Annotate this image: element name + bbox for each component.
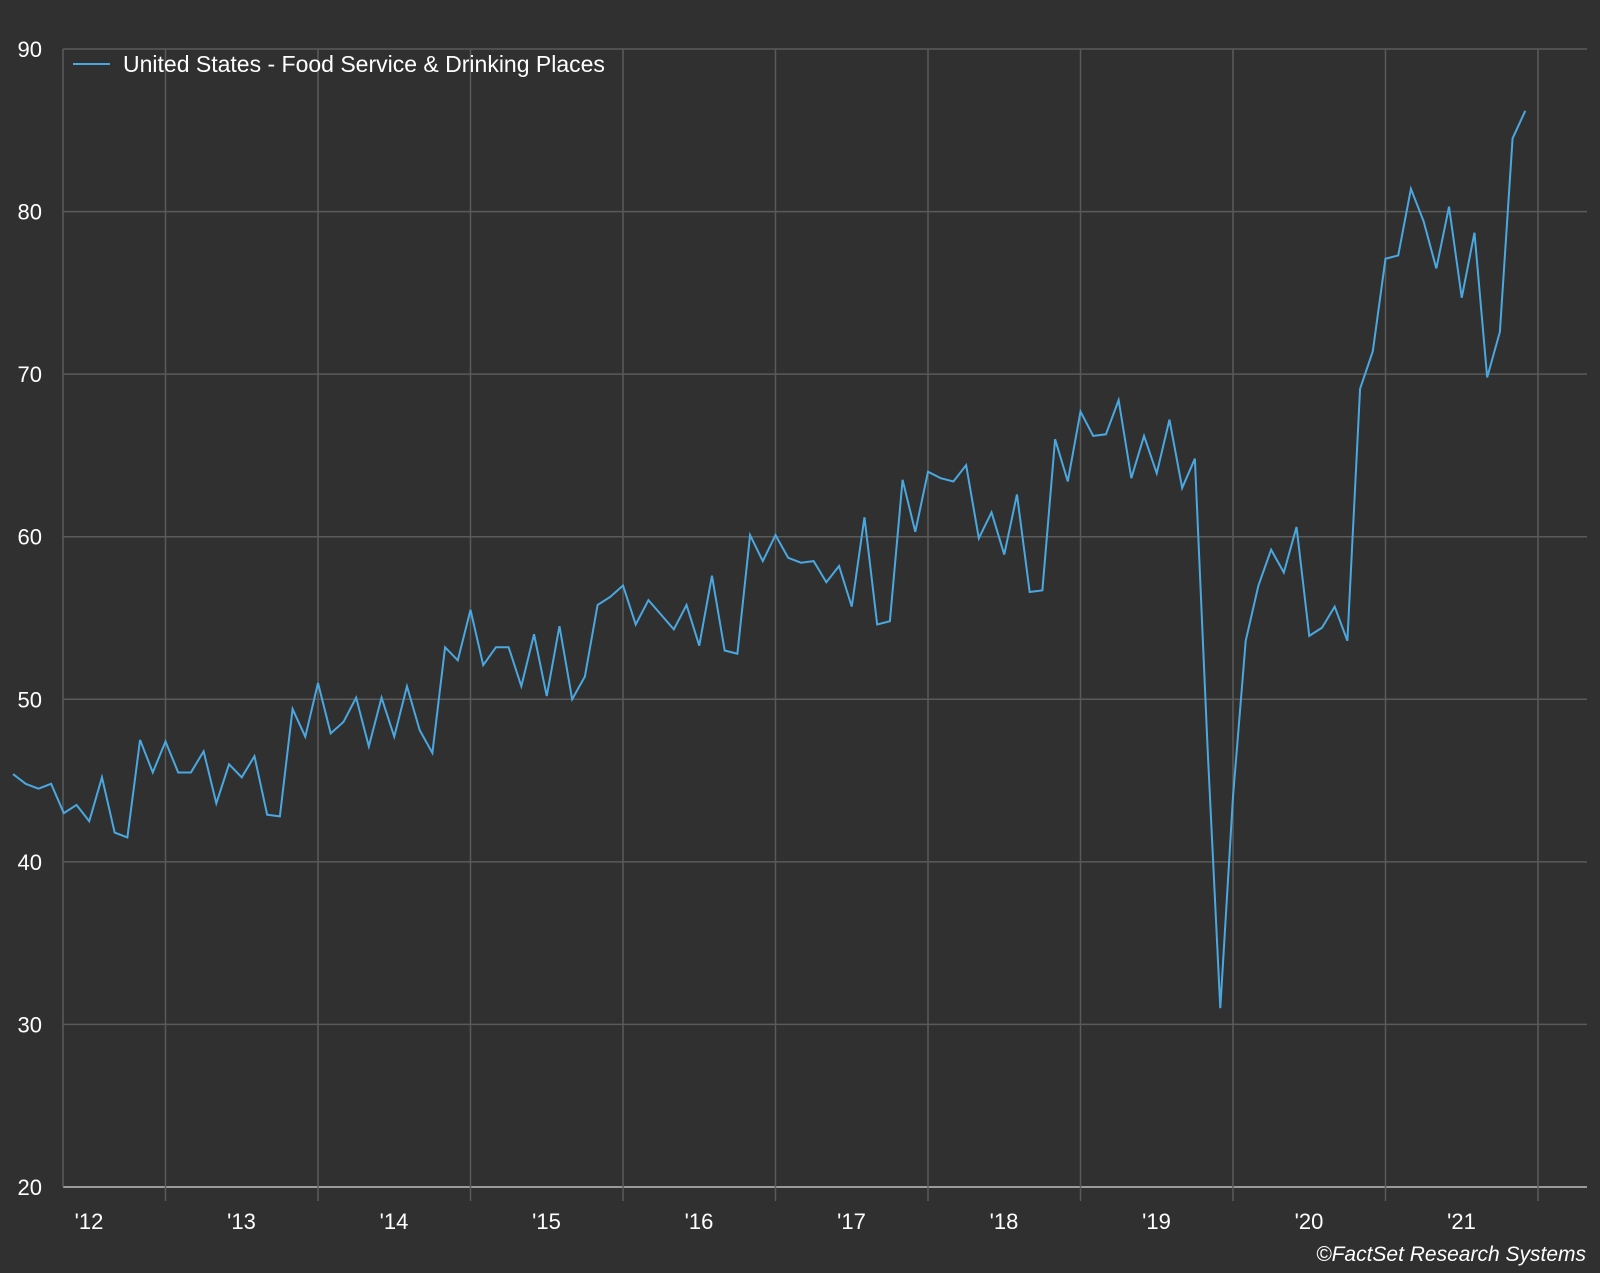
x-tick-label: '16: [685, 1209, 714, 1234]
x-tick-label: '20: [1295, 1209, 1324, 1234]
x-tick-label: '21: [1447, 1209, 1476, 1234]
x-tick-label: '19: [1142, 1209, 1171, 1234]
x-tick-label: '18: [990, 1209, 1019, 1234]
x-axis-ticks: '12 '13 '14 '15 '16 '17 '18 '19 '20 '21: [75, 1209, 1476, 1234]
y-tick-label: 20: [18, 1175, 42, 1200]
y-tick-label: 80: [18, 200, 42, 225]
x-tick-label: '17: [837, 1209, 866, 1234]
series-line: [12, 110, 1527, 1009]
y-axis-ticks: 20 30 40 50 60 70 80 90: [18, 37, 42, 1200]
legend-label: United States - Food Service & Drinking …: [123, 51, 605, 77]
grid: [62, 48, 1587, 1201]
y-tick-label: 70: [18, 362, 42, 387]
y-tick-label: 40: [18, 850, 42, 875]
x-tick-label: '12: [75, 1209, 104, 1234]
x-tick-label: '14: [380, 1209, 409, 1234]
y-tick-label: 50: [18, 687, 42, 712]
source-credit: ©FactSet Research Systems: [1316, 1243, 1586, 1266]
series-group: [12, 110, 1527, 1009]
x-tick-label: '13: [227, 1209, 256, 1234]
y-tick-label: 60: [18, 525, 42, 550]
y-tick-label: 90: [18, 37, 42, 62]
x-tick-label: '15: [532, 1209, 561, 1234]
legend: United States - Food Service & Drinking …: [73, 51, 605, 77]
y-tick-label: 30: [18, 1012, 42, 1037]
